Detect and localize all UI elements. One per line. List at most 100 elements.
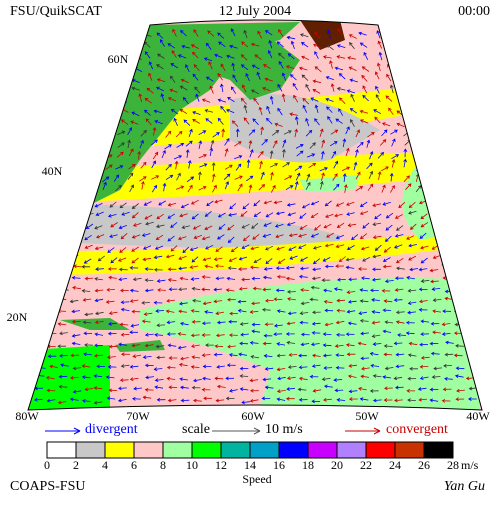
wind-arrow [108, 388, 118, 393]
wind-arrow [251, 301, 260, 306]
wind-arrow [427, 141, 436, 147]
wind-arrow [299, 266, 309, 271]
wind-arrow [49, 364, 58, 369]
wind-arrow [44, 185, 53, 190]
wind-arrow [243, 104, 248, 114]
wind-arrow [161, 149, 166, 159]
wind-arrow [120, 33, 127, 40]
wind-arrow [298, 66, 308, 71]
wind-arrow [96, 78, 105, 83]
wind-arrow [231, 62, 235, 72]
wind-arrow [251, 64, 260, 70]
wind-arrow [377, 151, 385, 159]
wind-arrow [37, 200, 46, 206]
wind-arrow [212, 132, 220, 138]
wind-arrow [395, 320, 405, 324]
wind-arrow [240, 210, 248, 217]
wind-arrow [308, 162, 317, 169]
wind-arrow [68, 137, 72, 147]
wind-arrow [264, 366, 274, 371]
wind-arrow [419, 364, 429, 369]
wind-arrow [278, 52, 285, 59]
wind-arrow [468, 235, 478, 239]
wind-arrow [193, 378, 202, 383]
colorbar-tick-label: 16 [273, 458, 285, 472]
wind-arrow [189, 265, 199, 269]
wind-arrow [61, 276, 70, 281]
wind-arrow [444, 376, 453, 381]
wind-arrow [432, 309, 441, 314]
wind-arrow [335, 365, 345, 370]
wind-arrow [96, 53, 105, 58]
wind-arrow [472, 50, 477, 59]
wind-arrow [34, 299, 43, 304]
wind-arrow [41, 150, 46, 159]
wind-arrow [248, 184, 253, 193]
wind-arrow [330, 83, 335, 92]
wind-arrow [191, 320, 201, 324]
wind-arrow [34, 319, 44, 324]
wind-arrow [155, 224, 165, 229]
wind-arrow [391, 138, 396, 147]
wind-arrow [331, 150, 337, 159]
wind-arrow [71, 319, 81, 324]
wind-arrow [372, 203, 381, 207]
band [300, 175, 360, 192]
wind-arrow [327, 116, 333, 124]
wind-arrow [136, 39, 141, 48]
wind-arrow [28, 109, 31, 114]
wind-arrow [310, 97, 319, 102]
wind-arrow [429, 398, 439, 403]
wind-arrow [394, 276, 404, 281]
wind-arrow [48, 120, 56, 127]
wind-arrow [102, 176, 110, 183]
wind-arrow [206, 200, 214, 207]
wind-arrow [217, 234, 225, 240]
wind-arrow [204, 210, 212, 217]
wind-arrow [156, 323, 166, 328]
wind-arrow [325, 97, 334, 102]
legend-scale: scale [182, 422, 210, 437]
wind-arrow [181, 225, 191, 230]
wind-arrow [121, 211, 130, 216]
land [300, 20, 345, 50]
wind-arrow [441, 322, 451, 327]
wind-arrow [192, 298, 201, 303]
wind-arrow [36, 64, 45, 69]
wind-arrow [407, 44, 417, 49]
wind-arrow [277, 83, 283, 92]
wind-arrow [346, 309, 356, 314]
wind-arrow [276, 389, 286, 394]
wind-arrow [355, 149, 359, 158]
wind-arrow [240, 97, 247, 105]
wind-arrow [389, 172, 394, 182]
wind-arrow [305, 83, 311, 92]
wind-arrow [69, 299, 79, 304]
lat-label: 60N [108, 52, 129, 66]
wind-arrow [346, 212, 355, 216]
wind-arrow [314, 118, 320, 126]
wind-arrow [419, 106, 427, 113]
wind-arrow [167, 97, 177, 102]
wind-arrow [131, 234, 141, 239]
wind-arrow [201, 387, 211, 392]
wind-arrow [71, 309, 81, 314]
wind-arrow [180, 29, 187, 37]
wind-arrow [285, 65, 295, 69]
wind-arrow [119, 322, 129, 327]
wind-arrow [270, 184, 276, 193]
colorbar-tick-label: 14 [244, 458, 256, 472]
wind-arrow [311, 330, 321, 335]
wind-arrow [269, 95, 274, 105]
wind-arrow [131, 257, 139, 264]
wind-arrow [61, 52, 68, 60]
colorbar-label: Speed [242, 472, 271, 486]
wind-arrow [93, 400, 103, 405]
wind-arrow [441, 332, 451, 336]
wind-arrow [220, 105, 227, 113]
wind-arrow [79, 149, 83, 159]
wind-arrow [250, 246, 259, 251]
wind-arrow [143, 312, 153, 316]
wind-arrow [457, 212, 466, 218]
wind-arrow [336, 298, 346, 303]
